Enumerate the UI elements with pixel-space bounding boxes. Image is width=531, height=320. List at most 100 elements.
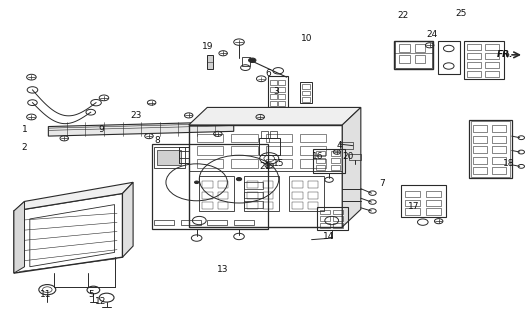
Bar	[300, 82, 312, 103]
Bar	[308, 192, 319, 199]
Bar	[157, 150, 181, 165]
Text: 11: 11	[40, 290, 52, 299]
Bar	[152, 144, 268, 228]
Bar	[231, 159, 258, 168]
Bar	[270, 131, 277, 138]
Bar	[289, 176, 324, 211]
Text: 14: 14	[323, 232, 335, 241]
Text: 15: 15	[273, 159, 285, 168]
Bar	[266, 146, 292, 155]
Bar	[485, 71, 499, 77]
Polygon shape	[123, 182, 133, 257]
Bar	[234, 220, 254, 225]
Text: 10: 10	[301, 35, 313, 44]
Bar	[399, 44, 409, 52]
Bar	[316, 165, 326, 170]
Bar	[244, 201, 263, 208]
Bar	[266, 159, 292, 168]
Bar	[415, 44, 425, 52]
Text: 3: 3	[273, 87, 279, 96]
Bar	[270, 94, 277, 99]
Bar	[333, 216, 343, 221]
Text: 8: 8	[154, 136, 160, 145]
Bar	[247, 202, 258, 209]
Text: FR.: FR.	[496, 50, 513, 59]
Bar	[202, 192, 212, 199]
Bar	[393, 41, 433, 69]
Text: 13: 13	[217, 265, 229, 275]
Bar	[317, 207, 348, 230]
Bar	[263, 192, 273, 199]
Text: 18: 18	[503, 159, 515, 168]
Bar	[467, 44, 481, 50]
Bar	[242, 57, 250, 66]
Bar	[340, 142, 353, 149]
Bar	[244, 192, 263, 198]
Bar	[473, 157, 487, 164]
Bar	[196, 133, 223, 142]
Bar	[485, 44, 499, 50]
Bar	[405, 199, 419, 206]
Bar	[207, 55, 212, 69]
Bar	[467, 53, 481, 59]
Bar	[231, 133, 258, 142]
Bar	[302, 84, 310, 89]
Bar	[320, 223, 330, 228]
Bar	[278, 101, 285, 106]
Bar	[302, 91, 310, 95]
Bar	[155, 147, 185, 168]
Bar	[320, 216, 330, 221]
Text: 25: 25	[456, 9, 467, 18]
Bar	[473, 125, 487, 132]
Bar	[231, 146, 258, 155]
Bar	[155, 220, 174, 225]
Bar	[492, 146, 506, 153]
Bar	[207, 220, 227, 225]
Bar	[467, 71, 481, 77]
Bar	[426, 199, 441, 206]
Polygon shape	[14, 201, 24, 273]
Polygon shape	[508, 52, 509, 57]
Bar	[268, 76, 288, 114]
Bar	[395, 42, 432, 68]
Text: 23: 23	[130, 111, 141, 120]
Bar	[300, 159, 327, 168]
Bar	[247, 181, 258, 188]
Text: 6: 6	[266, 69, 271, 78]
Text: 12: 12	[95, 297, 106, 306]
Bar	[473, 167, 487, 174]
Text: 5: 5	[88, 290, 93, 299]
Text: 24: 24	[427, 30, 438, 39]
Bar	[270, 101, 277, 106]
Polygon shape	[48, 122, 234, 136]
Bar	[196, 159, 223, 168]
Bar	[199, 176, 234, 211]
Bar	[179, 151, 189, 158]
Bar	[333, 223, 343, 228]
Bar	[492, 125, 506, 132]
Bar	[438, 41, 460, 74]
Bar	[399, 55, 409, 63]
Bar	[313, 149, 345, 173]
Text: 21: 21	[260, 162, 271, 171]
Bar	[302, 97, 310, 102]
Bar	[349, 154, 361, 160]
Bar	[331, 165, 340, 170]
Bar	[181, 220, 201, 225]
Text: 1: 1	[22, 125, 28, 134]
Bar	[270, 87, 277, 92]
Bar	[400, 186, 446, 217]
Bar	[469, 120, 512, 178]
Bar	[259, 138, 280, 155]
Text: 22: 22	[398, 11, 409, 20]
Bar	[202, 181, 212, 188]
Polygon shape	[14, 182, 133, 211]
Text: 7: 7	[379, 180, 385, 188]
Polygon shape	[189, 108, 361, 125]
Bar	[263, 181, 273, 188]
Bar	[218, 202, 228, 209]
Bar	[266, 133, 292, 142]
Bar	[426, 191, 441, 197]
Text: 20: 20	[342, 152, 353, 161]
Bar	[300, 146, 327, 155]
